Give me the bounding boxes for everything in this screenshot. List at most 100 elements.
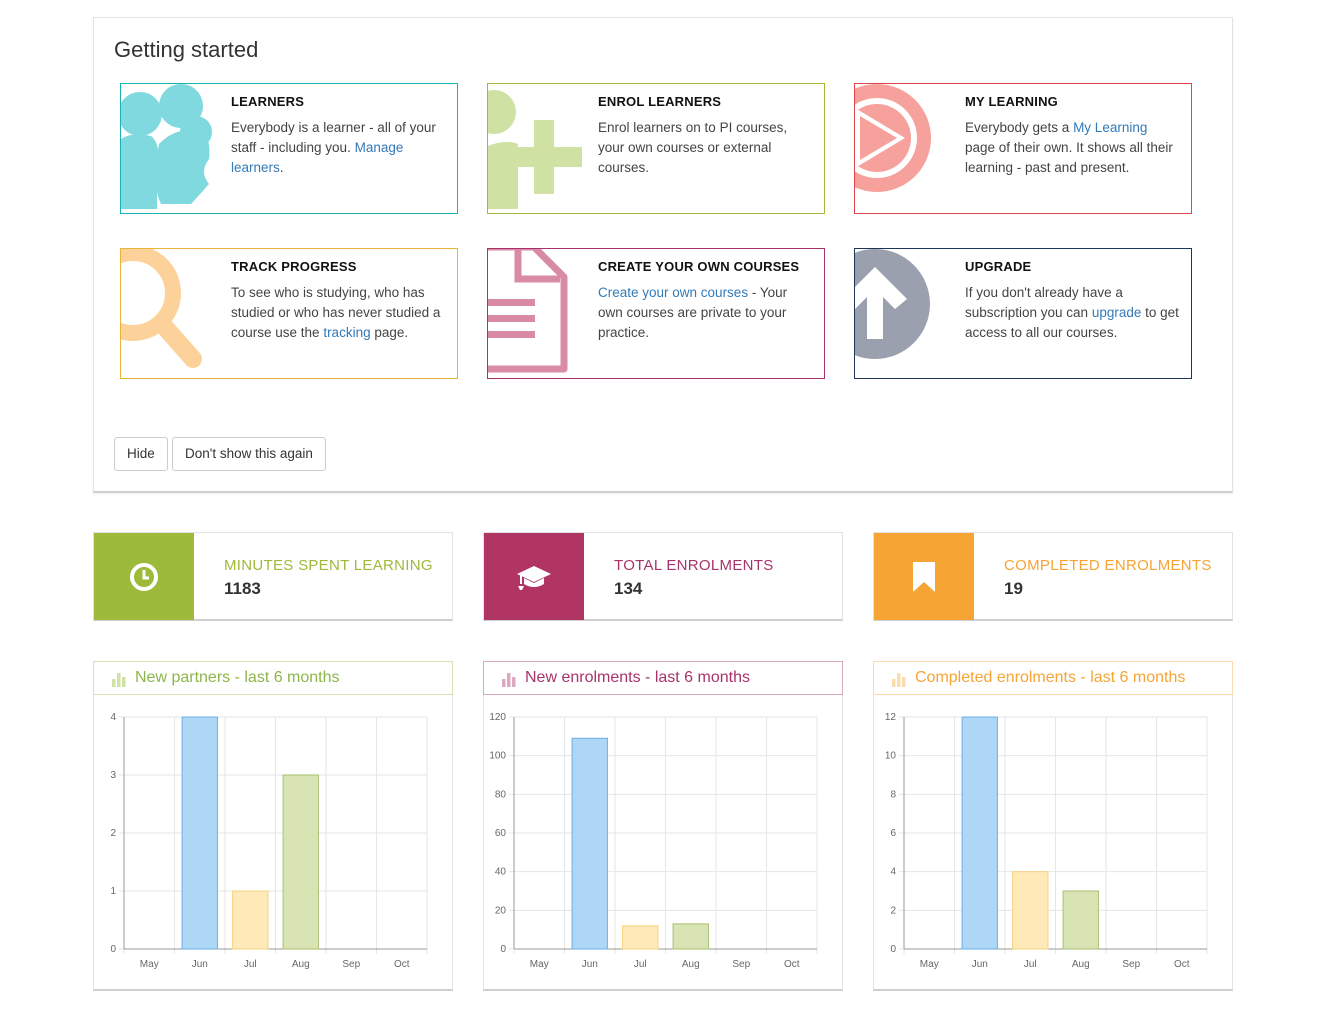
chart-header: Completed enrolments - last 6 months — [873, 661, 1233, 695]
x-tick-label: Sep — [1122, 959, 1140, 970]
x-tick-label: Oct — [784, 959, 800, 970]
x-tick-label: Aug — [292, 959, 310, 970]
card-description: Everybody is a learner - all of your sta… — [231, 120, 436, 175]
chart-title: Completed enrolments - last 6 months — [915, 669, 1186, 686]
manage-learners-link[interactable]: Manage learners — [231, 140, 404, 175]
y-tick-label: 100 — [489, 751, 506, 762]
card-description: Everybody gets a My Learning page of the… — [965, 120, 1173, 175]
upgrade-link[interactable]: upgrade — [1091, 305, 1142, 320]
y-tick-label: 4 — [890, 867, 896, 878]
stat-completed-enrolments: COMPLETED ENROLMENTS 19 — [873, 532, 1233, 621]
learners-icon — [121, 84, 226, 213]
chart-header: New partners - last 6 months — [93, 661, 453, 695]
play-circle-icon — [855, 84, 960, 213]
stat-value: 19 — [1004, 579, 1023, 598]
y-tick-label: 0 — [500, 944, 506, 955]
x-tick-label: Sep — [342, 959, 360, 970]
x-tick-label: Jul — [634, 959, 647, 970]
stat-minutes-learning: MINUTES SPENT LEARNING 1183 — [93, 532, 453, 621]
getting-started-panel: Getting started LEARNERS Everybody is a … — [93, 17, 1233, 493]
x-tick-label: Aug — [1072, 959, 1090, 970]
card-title: LEARNERS — [231, 94, 305, 109]
bar-aug — [1062, 890, 1099, 950]
bar-jul — [1012, 871, 1049, 950]
x-tick-label: Oct — [394, 959, 410, 970]
y-tick-label: 40 — [495, 867, 507, 878]
bar-jun — [571, 737, 608, 950]
magnifier-icon — [121, 249, 226, 378]
y-tick-label: 60 — [495, 828, 507, 839]
x-tick-label: Sep — [732, 959, 750, 970]
chart-panel-completed-enrolments: Completed enrolments - last 6 months 0 2 4… — [873, 661, 1233, 991]
y-tick-label: 20 — [495, 905, 507, 916]
card-title: CREATE YOUR OWN COURSES — [598, 259, 800, 274]
y-tick-label: 80 — [495, 789, 507, 800]
y-tick-label: 8 — [890, 789, 896, 800]
x-tick-label: Jun — [192, 959, 208, 970]
y-tick-label: 2 — [890, 905, 896, 916]
document-icon — [488, 249, 593, 378]
y-tick-label: 0 — [110, 944, 116, 955]
x-tick-label: Jun — [582, 959, 598, 970]
y-tick-label: 3 — [110, 770, 116, 781]
x-tick-label: Jul — [1024, 959, 1037, 970]
card-upgrade: UPGRADE If you don't already have a subs… — [854, 248, 1192, 379]
bookmark-icon — [874, 533, 974, 620]
card-description: Create your own courses - Your own cours… — [598, 285, 788, 340]
chart-title: New enrolments - last 6 months — [525, 669, 750, 686]
x-tick-label: May — [140, 959, 159, 970]
chart-panel-new-partners: New partners - last 6 months 0 1 2 3 4 May Jun… — [93, 661, 453, 991]
y-tick-label: 10 — [885, 751, 897, 762]
card-title: UPGRADE — [965, 259, 1032, 274]
bar-chart-icon — [502, 673, 516, 687]
card-learners: LEARNERS Everybody is a learner - all of… — [120, 83, 458, 214]
tracking-link[interactable]: tracking — [323, 325, 371, 340]
chart-plot: 0 1 2 3 4 May Jun Jul Aug Sep Oct — [110, 712, 428, 970]
x-tick-label: Oct — [1174, 959, 1190, 970]
add-user-icon — [488, 84, 593, 213]
x-tick-label: Jun — [972, 959, 988, 970]
stat-value: 1183 — [224, 579, 261, 598]
card-title: MY LEARNING — [965, 94, 1058, 109]
create-courses-link[interactable]: Create your own courses — [598, 285, 749, 300]
card-create-courses: CREATE YOUR OWN COURSES Create your own … — [487, 248, 825, 379]
bar-jul — [622, 925, 659, 950]
chart-panel-new-enrolments: New enrolments - last 6 months 0 20 40 60 80… — [483, 661, 843, 991]
x-tick-label: May — [920, 959, 939, 970]
getting-started-title: Getting started — [114, 37, 259, 62]
hide-button[interactable]: Hide — [114, 437, 168, 471]
chart-plot: 0 2 4 6 8 10 12 May Jun Jul Aug Sep Oct — [885, 712, 1208, 970]
x-tick-label: May — [530, 959, 549, 970]
bar-chart-icon — [892, 673, 906, 687]
y-tick-label: 120 — [489, 712, 506, 723]
bar-jun — [181, 716, 218, 950]
chart-plot: 0 20 40 60 80 100 120 May Jun Jul Aug Sep Oct — [489, 712, 818, 970]
y-tick-label: 12 — [885, 712, 897, 723]
y-tick-label: 2 — [110, 828, 116, 839]
stat-label: COMPLETED ENROLMENTS — [1004, 557, 1212, 574]
stat-total-enrolments: TOTAL ENROLMENTS 134 — [483, 532, 843, 621]
card-description: To see who is studying, who has studied … — [231, 285, 441, 340]
chart-header: New enrolments - last 6 months — [483, 661, 843, 695]
bar-jul — [232, 890, 269, 950]
y-tick-label: 0 — [890, 944, 896, 955]
chart-title: New partners - last 6 months — [135, 669, 340, 686]
card-track-progress: TRACK PROGRESS To see who is studying, w… — [120, 248, 458, 379]
x-tick-label: Aug — [682, 959, 700, 970]
card-description: If you don't already have a subscription… — [965, 285, 1179, 340]
graduation-cap-icon — [484, 533, 584, 620]
y-tick-label: 1 — [110, 886, 116, 897]
card-my-learning: MY LEARNING Everybody gets a My Learning… — [854, 83, 1192, 214]
card-description: Enrol learners on to PI courses, your ow… — [598, 120, 788, 175]
bar-jun — [961, 716, 998, 950]
y-tick-label: 6 — [890, 828, 896, 839]
dont-show-again-button[interactable]: Don't show this again — [172, 437, 326, 471]
bar-aug — [282, 774, 319, 950]
upgrade-arrow-icon — [855, 249, 960, 378]
stat-label: MINUTES SPENT LEARNING — [224, 557, 433, 574]
stat-value: 134 — [614, 579, 643, 598]
stat-label: TOTAL ENROLMENTS — [614, 557, 774, 574]
y-tick-label: 4 — [110, 712, 116, 723]
my-learning-link[interactable]: My Learning — [1073, 120, 1148, 135]
bar-aug — [672, 923, 709, 950]
